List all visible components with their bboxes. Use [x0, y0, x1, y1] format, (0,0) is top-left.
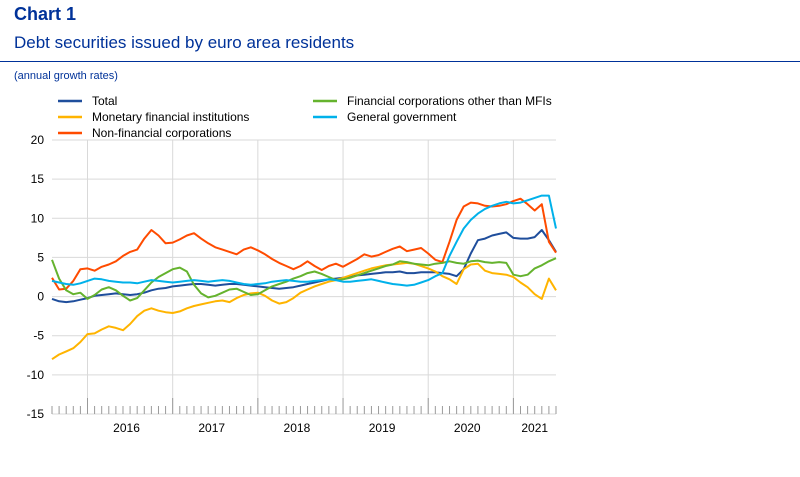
series-line-monetary-financial-institutions	[51, 261, 557, 361]
legend-item: Total	[58, 94, 117, 108]
x-tick-label: 2020	[454, 421, 481, 435]
series-line-non-financial-corporations	[51, 197, 557, 291]
legend-label: Monetary financial institutions	[92, 110, 249, 124]
legend-item: Non-financial corporations	[58, 126, 231, 140]
legend-item: Financial corporations other than MFIs	[313, 94, 552, 108]
grid	[52, 139, 556, 415]
x-tick-label: 2017	[198, 421, 225, 435]
x-tick-label: 2018	[284, 421, 311, 435]
x-tick-label: 2016	[113, 421, 140, 435]
legend-label: Non-financial corporations	[92, 126, 231, 140]
series-line-total	[51, 229, 557, 304]
unit-label: (annual growth rates)	[14, 70, 118, 82]
chart-title: Chart 1	[14, 4, 77, 24]
legend-item: Monetary financial institutions	[58, 110, 249, 124]
x-tick-label: 2019	[369, 421, 396, 435]
y-tick-label: -10	[27, 368, 45, 382]
series-line-financial-corporations-other-than-mfis	[51, 257, 557, 302]
legend-label: Total	[92, 94, 117, 108]
y-tick-label: -15	[27, 407, 45, 421]
x-tick-label: 2021	[521, 421, 548, 435]
y-tick-label: 0	[37, 290, 44, 304]
y-tick-label: 15	[31, 172, 45, 186]
legend-label: General government	[347, 110, 457, 124]
legend-label: Financial corporations other than MFIs	[347, 94, 552, 108]
series-line-general-government	[51, 194, 557, 287]
y-tick-label: -5	[33, 329, 44, 343]
y-tick-label: 5	[37, 250, 44, 264]
y-tick-label: 20	[31, 133, 45, 147]
series-lines	[51, 194, 557, 361]
legend: Total Monetary financial institutions Non-…	[58, 94, 552, 140]
x-axis: 2016 2017 2018 2019 2020 2021	[51, 398, 557, 435]
chart-subtitle: Debt securities issued by euro area resi…	[14, 33, 355, 52]
y-axis: 20 15 10 5 0 -5 -10 -15	[27, 133, 45, 421]
y-tick-label: 10	[31, 211, 45, 225]
legend-item: General government	[313, 110, 457, 124]
title-divider	[0, 61, 800, 62]
